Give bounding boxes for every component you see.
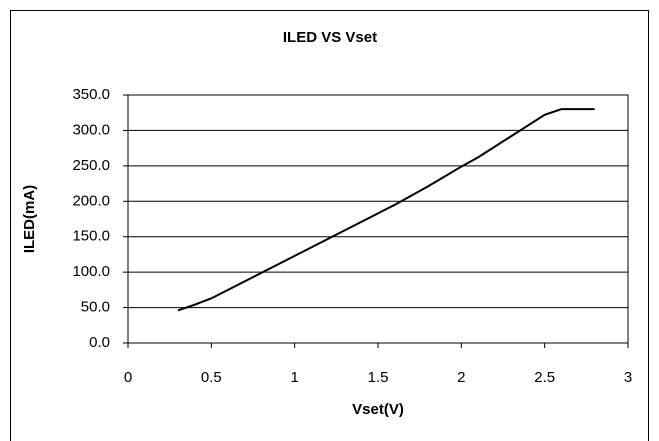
y-tick-label: 100.0 xyxy=(72,263,110,280)
y-tick-label: 350.0 xyxy=(72,86,110,103)
chart-border xyxy=(10,10,649,441)
x-tick-label: 1.5 xyxy=(368,369,389,386)
y-tick-label: 200.0 xyxy=(72,192,110,209)
x-tick-label: 3 xyxy=(624,369,632,386)
x-tick-label: 2.5 xyxy=(534,369,555,386)
y-tick-label: 0.0 xyxy=(89,334,110,351)
chart-title: ILED VS Vset xyxy=(283,29,377,46)
y-tick-label: 250.0 xyxy=(72,157,110,174)
x-tick-label: 0.5 xyxy=(201,369,222,386)
line-series xyxy=(177,108,595,312)
y-axis-label: ILED(mA) xyxy=(21,185,38,253)
x-tick-label: 2 xyxy=(457,369,465,386)
x-axis-label: Vset(V) xyxy=(352,401,404,418)
y-tick-label: 50.0 xyxy=(81,299,110,316)
x-tick-label: 0 xyxy=(124,369,132,386)
y-tick-label: 150.0 xyxy=(72,228,110,245)
y-tick-label: 300.0 xyxy=(72,121,110,138)
x-tick-label: 1 xyxy=(290,369,298,386)
